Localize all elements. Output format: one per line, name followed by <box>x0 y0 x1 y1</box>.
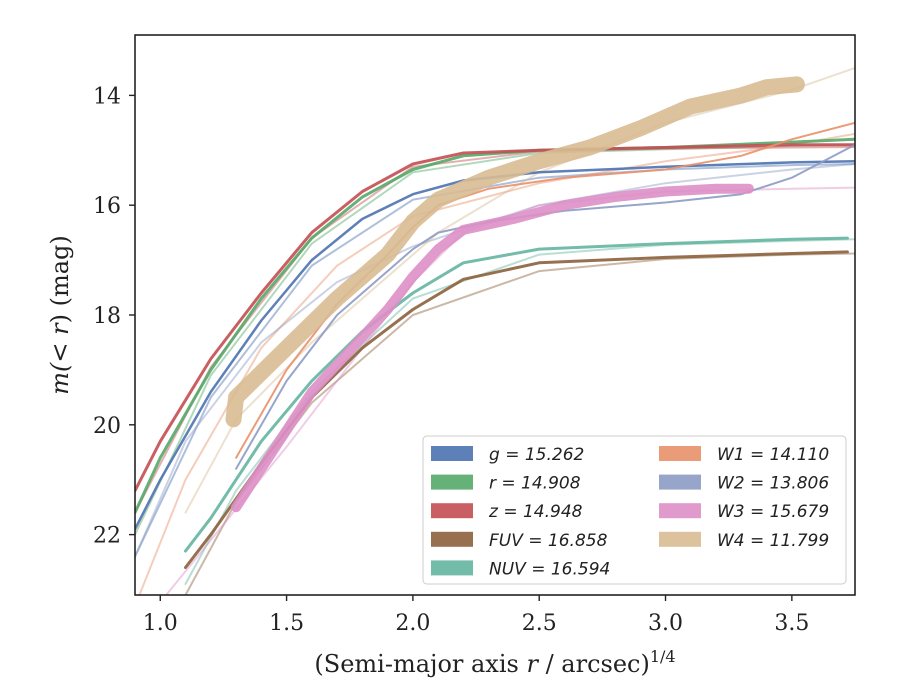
y-axis-label-pre: m(< <box>46 335 74 395</box>
legend-swatch-r <box>431 474 473 490</box>
legend-swatch-w3 <box>659 503 701 519</box>
legend-swatch-w2 <box>659 474 701 490</box>
x-axis-ticks: 1.0 1.5 2.0 2.5 3.0 3.5 <box>143 595 809 636</box>
legend-label-r: r = 14.908 <box>489 474 581 494</box>
x-tick-label: 3.0 <box>648 611 683 636</box>
legend: g = 15.262 r = 14.908 z = 14.948 FUV = 16.8… <box>422 435 847 585</box>
legend-swatch-nuv <box>431 560 473 576</box>
legend-label-w3: W3 = 15.679 <box>717 502 829 522</box>
x-axis-label-main: (Semi-major axis <box>314 650 526 678</box>
y-tick-label: 14 <box>93 84 121 109</box>
legend-label-fuv: FUV = 16.858 <box>489 531 608 551</box>
y-axis-label: m(< r) (mag) <box>46 235 74 395</box>
legend-label-nuv: NUV = 16.594 <box>489 559 610 579</box>
legend-swatch-g <box>431 446 473 461</box>
series-profile-w4 <box>225 76 805 428</box>
x-tick-label: 1.5 <box>269 611 304 636</box>
plot-area <box>135 66 855 595</box>
series-profile-nuv <box>184 236 849 553</box>
y-axis-ticks: 14 16 18 20 22 <box>93 84 135 549</box>
y-tick-label: 22 <box>93 524 121 549</box>
x-axis-label-exponent: 1/4 <box>650 647 676 666</box>
y-tick-label: 20 <box>93 414 121 439</box>
y-tick-label: 18 <box>93 304 121 329</box>
legend-label-g: g = 15.262 <box>489 445 584 465</box>
x-axis-label: (Semi-major axis r / arcsec)1/4 <box>314 647 675 678</box>
legend-label-w1: W1 = 14.110 <box>717 445 829 465</box>
legend-label-w2: W2 = 13.806 <box>717 474 829 494</box>
legend-swatch-w1 <box>659 446 701 461</box>
legend-swatch-w4 <box>659 531 701 547</box>
y-axis-label-post: ) (mag) <box>46 235 74 323</box>
legend-label-z: z = 14.948 <box>488 502 583 522</box>
x-tick-label: 1.0 <box>143 611 178 636</box>
x-axis-label-tail: / arcsec) <box>538 650 650 678</box>
legend-swatch-z <box>431 503 473 519</box>
series-profile-w3 <box>231 183 754 513</box>
legend-label-w4: W4 = 11.799 <box>717 531 829 551</box>
x-tick-label: 2.5 <box>522 611 557 636</box>
series-fit-w2 <box>135 163 855 558</box>
x-tick-label: 3.5 <box>774 611 809 636</box>
x-tick-label: 2.0 <box>395 611 430 636</box>
y-tick-label: 16 <box>93 194 121 219</box>
legend-frame <box>422 435 847 585</box>
series-profile-z <box>135 143 855 493</box>
y-axis-label-variable: r <box>46 322 74 335</box>
x-axis-label-variable: r <box>526 650 539 678</box>
legend-swatch-fuv <box>431 531 473 547</box>
